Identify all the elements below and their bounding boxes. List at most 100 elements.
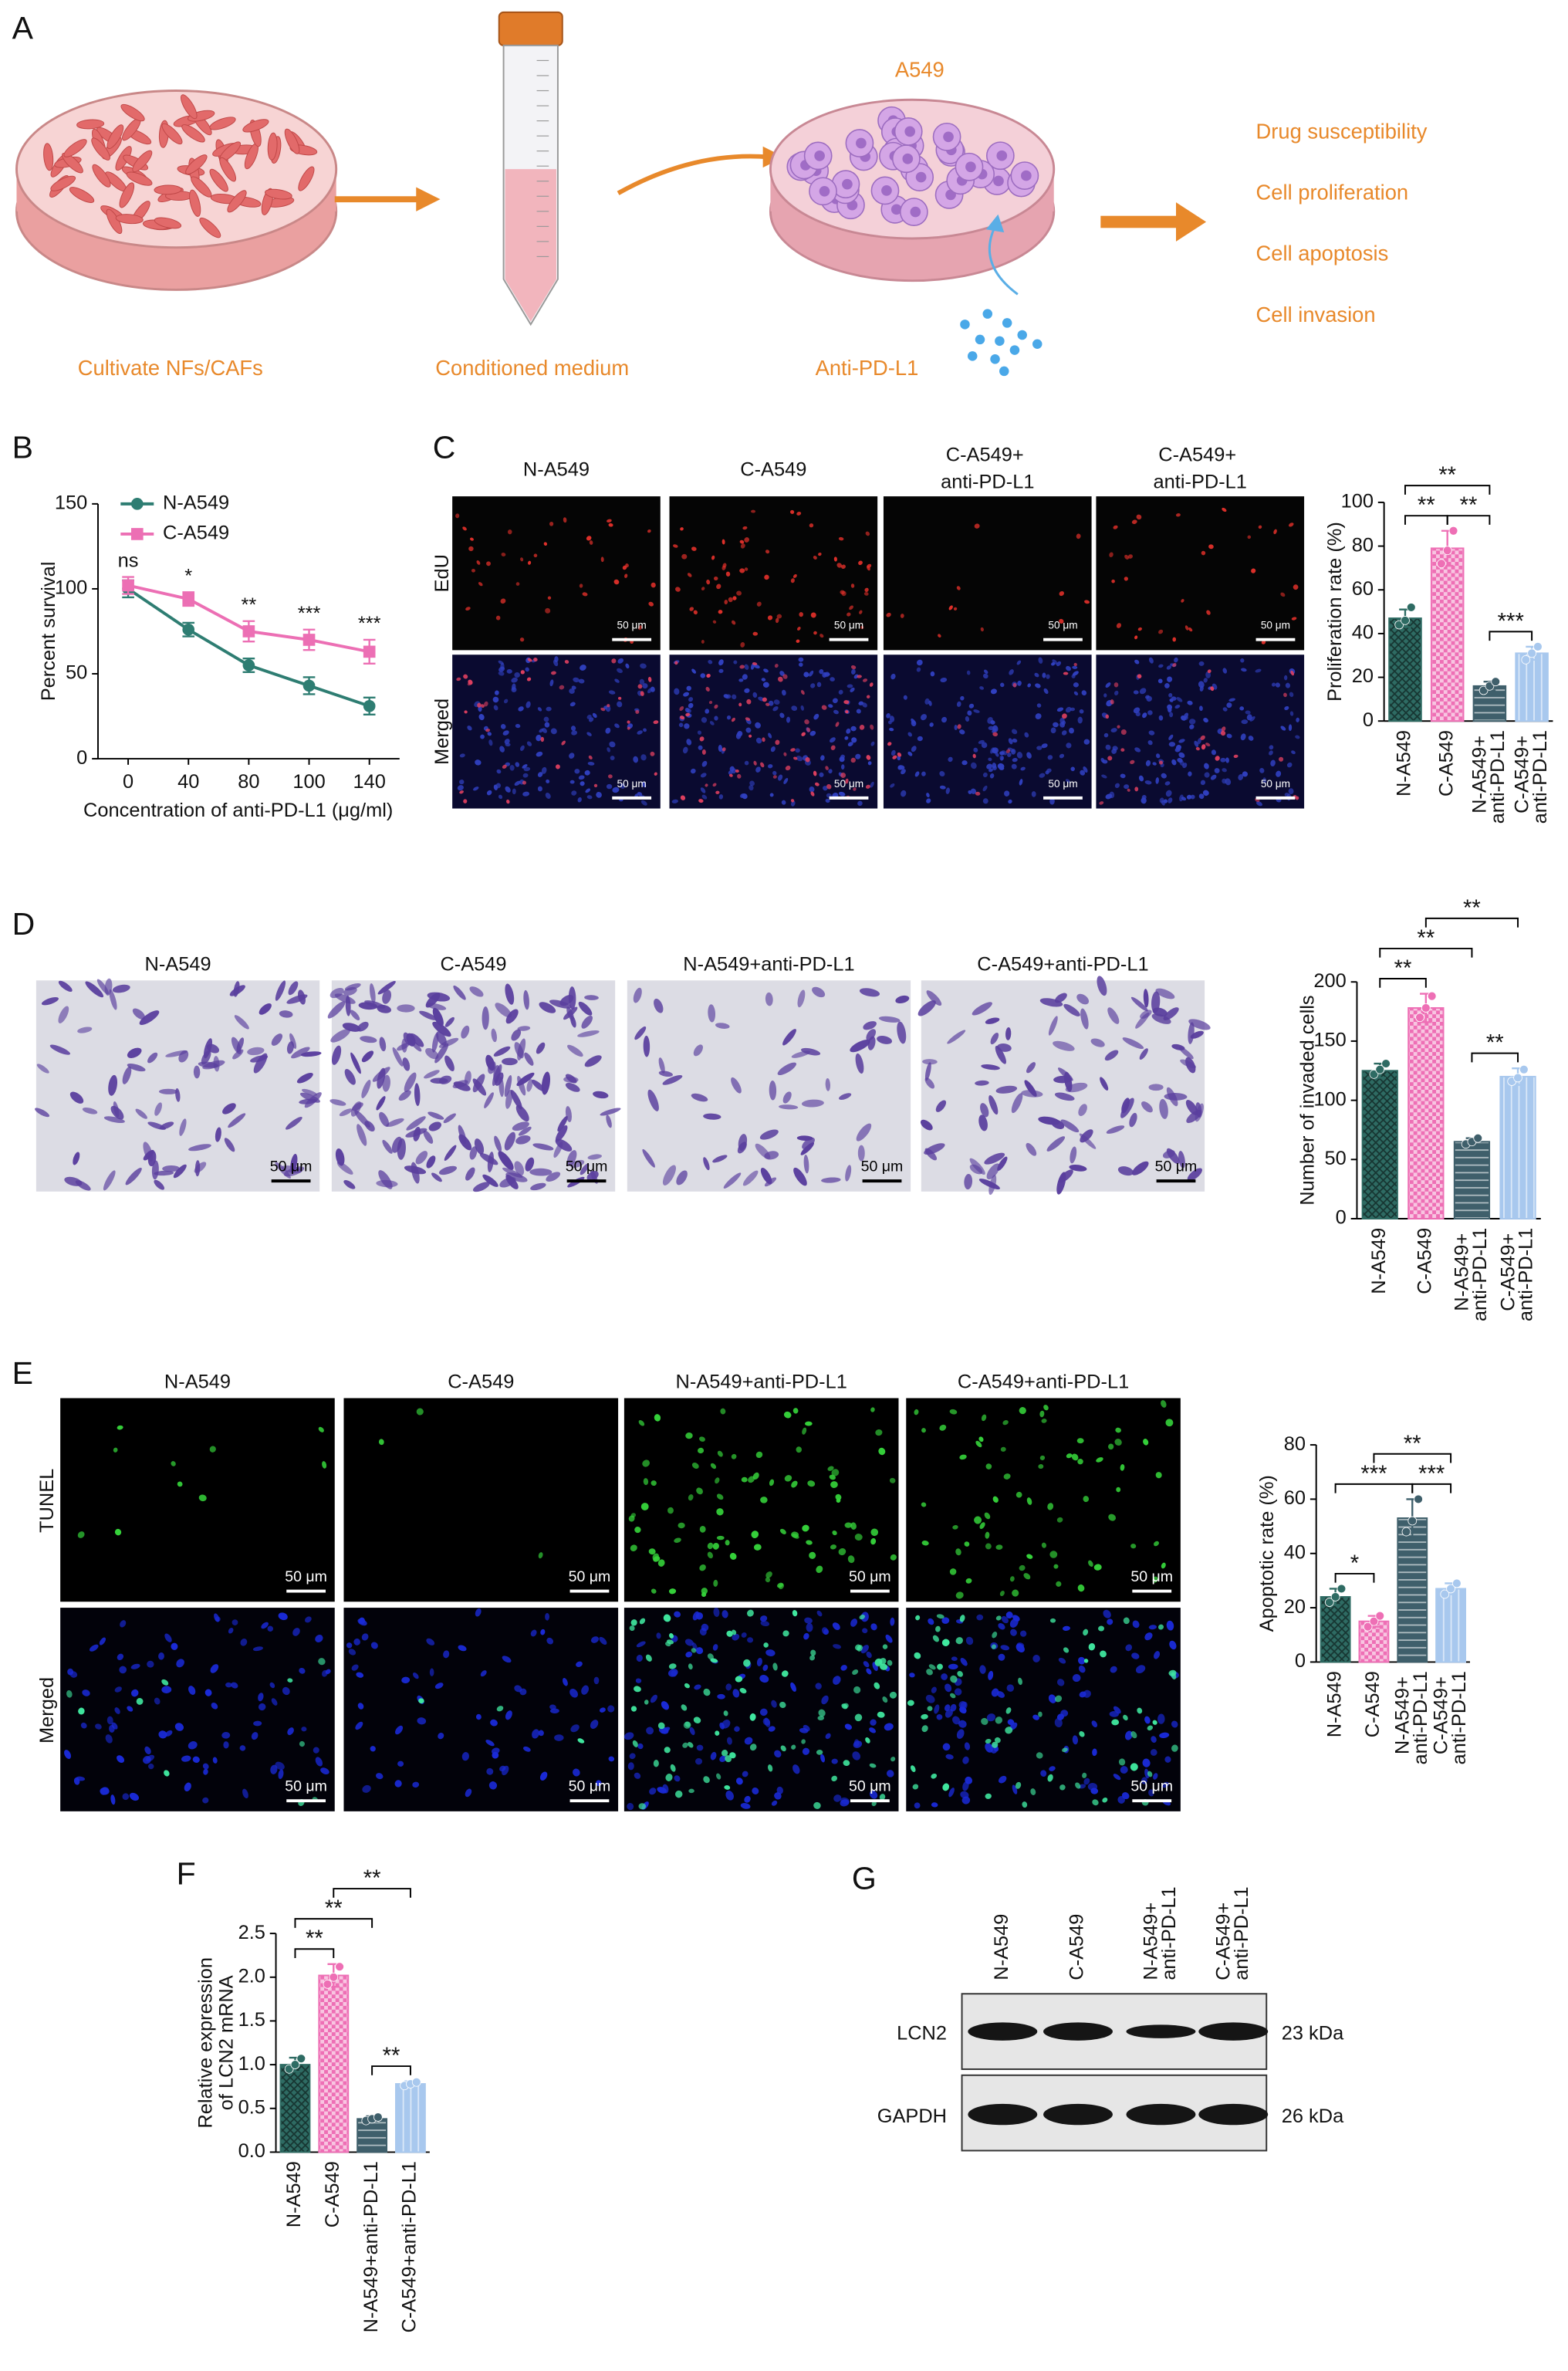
cell bbox=[1185, 1100, 1198, 1115]
cell bbox=[465, 607, 471, 611]
cell bbox=[242, 1788, 248, 1799]
cell bbox=[585, 788, 591, 793]
cell bbox=[605, 727, 611, 734]
cell bbox=[986, 1713, 996, 1722]
cell bbox=[162, 1165, 180, 1172]
panel-label: A bbox=[12, 10, 34, 46]
cell bbox=[549, 1708, 559, 1713]
cell bbox=[1005, 1727, 1013, 1734]
cell bbox=[992, 763, 997, 769]
cell bbox=[718, 794, 724, 800]
cell bbox=[158, 1730, 167, 1739]
cell bbox=[703, 1113, 721, 1120]
cell bbox=[671, 799, 678, 803]
x-tick-label: C-A549 bbox=[322, 2161, 343, 2227]
cell bbox=[1077, 1584, 1085, 1592]
cell bbox=[713, 1579, 718, 1587]
cell bbox=[940, 678, 948, 683]
data-point bbox=[1491, 677, 1501, 687]
cell bbox=[790, 578, 795, 583]
cell bbox=[247, 1047, 265, 1056]
cell bbox=[725, 1683, 732, 1691]
cell bbox=[712, 1644, 718, 1651]
cell bbox=[529, 1168, 553, 1176]
cell bbox=[1060, 1710, 1069, 1717]
cell bbox=[538, 1730, 544, 1737]
cell bbox=[1063, 1003, 1080, 1016]
cell bbox=[228, 1113, 246, 1128]
cell bbox=[1178, 752, 1185, 758]
cell bbox=[1130, 1763, 1138, 1771]
cell bbox=[984, 1152, 1005, 1165]
cell bbox=[863, 1021, 877, 1030]
cell bbox=[1083, 739, 1090, 745]
cell bbox=[161, 1679, 169, 1686]
cell bbox=[681, 1704, 688, 1711]
data-point bbox=[373, 2112, 383, 2122]
cell bbox=[1077, 1459, 1083, 1465]
cell bbox=[219, 157, 237, 182]
cell bbox=[571, 730, 577, 736]
cell bbox=[990, 1033, 999, 1045]
cell bbox=[1047, 1774, 1053, 1782]
x-tick-label: 0 bbox=[123, 771, 133, 793]
cell bbox=[1189, 724, 1195, 729]
cell bbox=[871, 1801, 877, 1807]
cell bbox=[688, 1788, 694, 1794]
cell bbox=[486, 561, 491, 567]
cell bbox=[1000, 1446, 1006, 1452]
cell bbox=[122, 1793, 130, 1801]
cell bbox=[644, 1700, 649, 1705]
cell bbox=[1261, 640, 1266, 644]
data-point bbox=[335, 1962, 344, 1972]
cell bbox=[844, 1522, 853, 1528]
cell bbox=[69, 1091, 84, 1104]
cell bbox=[810, 1649, 816, 1656]
significance-label: * bbox=[184, 565, 192, 587]
cell bbox=[480, 1670, 487, 1677]
cell bbox=[1039, 998, 1063, 1007]
cell bbox=[1210, 774, 1217, 780]
cell bbox=[122, 1066, 132, 1084]
cell bbox=[645, 1654, 652, 1662]
cell bbox=[796, 756, 803, 762]
cell bbox=[1241, 668, 1247, 672]
cell bbox=[569, 753, 575, 759]
cell bbox=[746, 698, 752, 705]
cell bbox=[703, 1688, 711, 1696]
cell bbox=[809, 786, 815, 793]
cell bbox=[584, 995, 599, 1000]
cell bbox=[1184, 715, 1188, 720]
cell bbox=[732, 1633, 740, 1641]
cell bbox=[209, 168, 228, 192]
cell bbox=[1157, 1624, 1164, 1630]
cell bbox=[743, 1659, 751, 1667]
cell bbox=[520, 670, 525, 675]
y-tick-label: 80 bbox=[1284, 1433, 1306, 1455]
cell bbox=[171, 1461, 176, 1466]
cell bbox=[127, 1047, 142, 1058]
cell bbox=[225, 1682, 232, 1688]
cell bbox=[103, 1170, 116, 1191]
cell bbox=[636, 1654, 643, 1662]
cell bbox=[814, 782, 819, 786]
cell bbox=[760, 1497, 768, 1503]
cell bbox=[463, 799, 468, 803]
cell bbox=[839, 1093, 852, 1100]
cell bbox=[1291, 750, 1296, 755]
cell bbox=[331, 1045, 342, 1065]
cell bbox=[1019, 779, 1023, 786]
cell bbox=[1165, 790, 1172, 797]
cell bbox=[1145, 695, 1150, 699]
cell bbox=[315, 1635, 323, 1642]
cell bbox=[1200, 735, 1205, 740]
cell bbox=[1043, 1405, 1049, 1411]
column-header: C-A549+ anti-PD-L1 bbox=[941, 444, 1034, 492]
cell bbox=[192, 1756, 200, 1764]
bar bbox=[1361, 1070, 1398, 1219]
cell bbox=[154, 1179, 165, 1190]
cell bbox=[608, 1756, 615, 1762]
cell bbox=[1166, 1087, 1178, 1107]
cell bbox=[984, 1512, 991, 1520]
data-point bbox=[1446, 1584, 1455, 1594]
